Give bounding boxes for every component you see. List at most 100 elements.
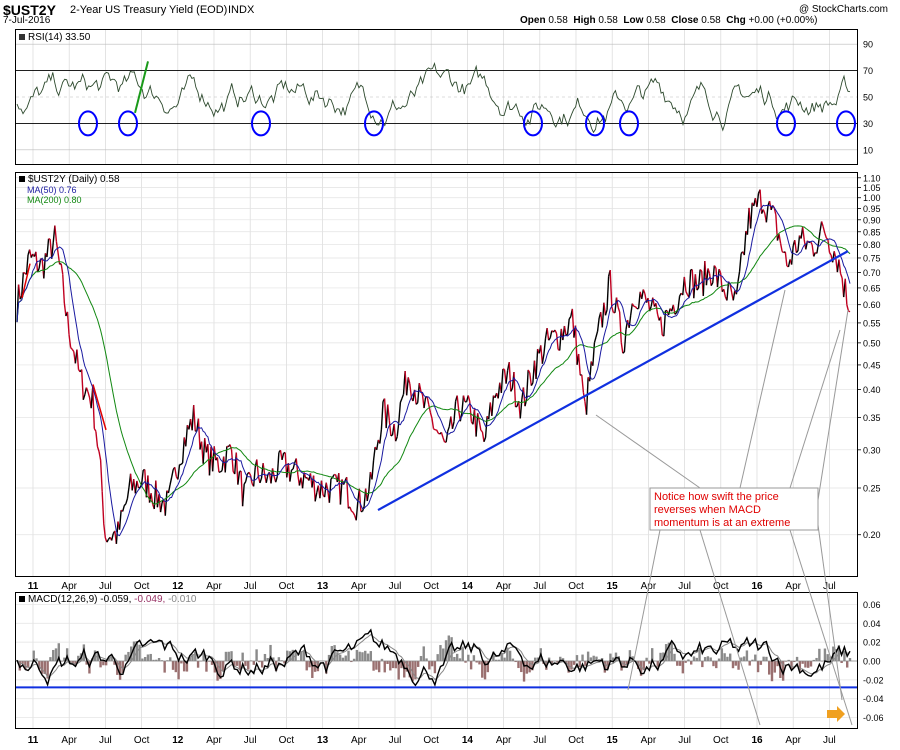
price-segment: [320, 480, 324, 496]
macd-histogram-bar: [536, 657, 540, 661]
price-segment: [749, 202, 753, 229]
exchange: INDX: [228, 4, 255, 16]
trend-line: [377, 250, 849, 512]
macd-histogram-bar: [302, 650, 306, 661]
macd-legend-swatch: [19, 596, 25, 602]
macd-histogram-bar: [717, 658, 721, 661]
macd-histogram-bar: [589, 657, 593, 661]
rsi-tick-label: 90: [863, 40, 873, 50]
x-tick-label-bottom: Jul: [533, 735, 546, 746]
price-segment: [566, 318, 570, 335]
price-segment: [204, 438, 208, 453]
price-segment: [483, 437, 487, 442]
macd-histogram-bar: [678, 661, 682, 666]
macd-histogram-bar: [305, 661, 308, 671]
macd-histogram-bar: [272, 657, 275, 661]
price-segment: [628, 315, 632, 328]
x-tick-label-bottom: 16: [751, 735, 763, 746]
price-segment: [265, 474, 269, 483]
price-segment: [442, 437, 446, 443]
chg-label: Chg: [726, 15, 746, 26]
price-tick-label: 0.75: [863, 253, 881, 263]
price-tick-label: 1.10: [863, 173, 881, 183]
macd-histogram-bar: [790, 661, 793, 669]
x-tick-label: Jul: [823, 581, 836, 592]
price-segment: [794, 240, 798, 253]
macd-histogram-bar: [394, 661, 398, 669]
x-tick-label: Apr: [351, 581, 367, 592]
price-segment: [390, 434, 393, 437]
price-legend-ma50: MA(50) 0.76: [27, 185, 77, 195]
macd-histogram-bar: [522, 661, 526, 682]
price-segment: [683, 276, 687, 292]
macd-histogram-bar: [494, 659, 498, 661]
price-tick-label: 0.45: [863, 360, 881, 370]
ma50-line: [16, 204, 851, 537]
price-segment: [699, 269, 703, 272]
macd-histogram-bar: [475, 661, 478, 663]
annotation-line-3: momentum is at an extreme: [654, 517, 790, 529]
x-tick-label: Jul: [533, 581, 546, 592]
price-segment: [92, 387, 96, 429]
macd-histogram-bar: [793, 661, 796, 663]
macd-legend-b: -0.049,: [134, 594, 165, 605]
macd-histogram-bar: [227, 651, 230, 661]
price-segment: [581, 374, 585, 393]
macd-histogram-bar: [812, 659, 815, 661]
price-segment: [57, 252, 61, 265]
x-tick-label-bottom: 14: [462, 735, 474, 746]
macd-histogram-bar: [155, 659, 158, 661]
price-segment: [773, 207, 777, 216]
macd-histogram-bar: [776, 661, 779, 667]
price-segment: [46, 238, 50, 258]
macd-histogram-bar: [520, 661, 523, 673]
price-tick-label: 0.65: [863, 283, 881, 293]
macd-histogram-bar: [416, 661, 420, 667]
macd-histogram-bar: [138, 644, 141, 661]
price-segment: [795, 250, 799, 254]
price-segment: [822, 226, 826, 234]
macd-histogram-bar: [706, 656, 710, 661]
macd-histogram-bar: [645, 657, 648, 661]
price-segment: [202, 438, 206, 464]
macd-histogram-bar: [43, 661, 47, 674]
macd-histogram-bar: [224, 651, 228, 661]
macd-histogram-bar: [194, 651, 197, 661]
macd-histogram-bar: [506, 647, 509, 661]
macd-histogram-bar: [650, 648, 654, 661]
macd-histogram-bar: [759, 661, 763, 665]
price-segment: [759, 189, 763, 214]
macd-histogram-bar: [308, 661, 311, 668]
ohlc-values: Open 0.58 High 0.58 Low 0.58 Close 0.58 …: [520, 15, 817, 26]
macd-histogram-bar: [355, 649, 359, 661]
price-segment: [554, 329, 558, 334]
macd-histogram-bar: [350, 661, 353, 663]
macd-histogram-bar: [703, 657, 707, 661]
macd-histogram-bar: [461, 648, 464, 661]
macd-legend-c: -0.010: [168, 594, 197, 605]
price-segment: [816, 243, 820, 254]
macd-histogram-bar: [185, 661, 189, 672]
price-segment: [729, 283, 733, 293]
price-segment: [535, 348, 539, 379]
macd-histogram-bar: [815, 657, 818, 661]
macd-histogram-bar: [180, 661, 183, 664]
macd-histogram-bar: [773, 661, 776, 673]
macd-histogram-bar: [99, 661, 102, 668]
macd-histogram-bar: [606, 661, 609, 669]
price-segment: [289, 469, 293, 482]
macd-histogram-bar: [781, 661, 785, 681]
macd-tick-label: -0.04: [863, 694, 884, 704]
price-segment: [604, 309, 608, 316]
macd-histogram-bar: [723, 653, 726, 661]
macd-histogram-bar: [35, 658, 38, 661]
price-segment: [548, 337, 551, 341]
price-segment: [462, 395, 466, 403]
macd-histogram-bar: [611, 657, 615, 661]
x-tick-label: Jul: [678, 581, 691, 592]
price-segment: [839, 273, 843, 279]
grid-lines: [16, 30, 857, 728]
macd-histogram-bar: [221, 661, 225, 672]
price-segment: [415, 402, 419, 405]
